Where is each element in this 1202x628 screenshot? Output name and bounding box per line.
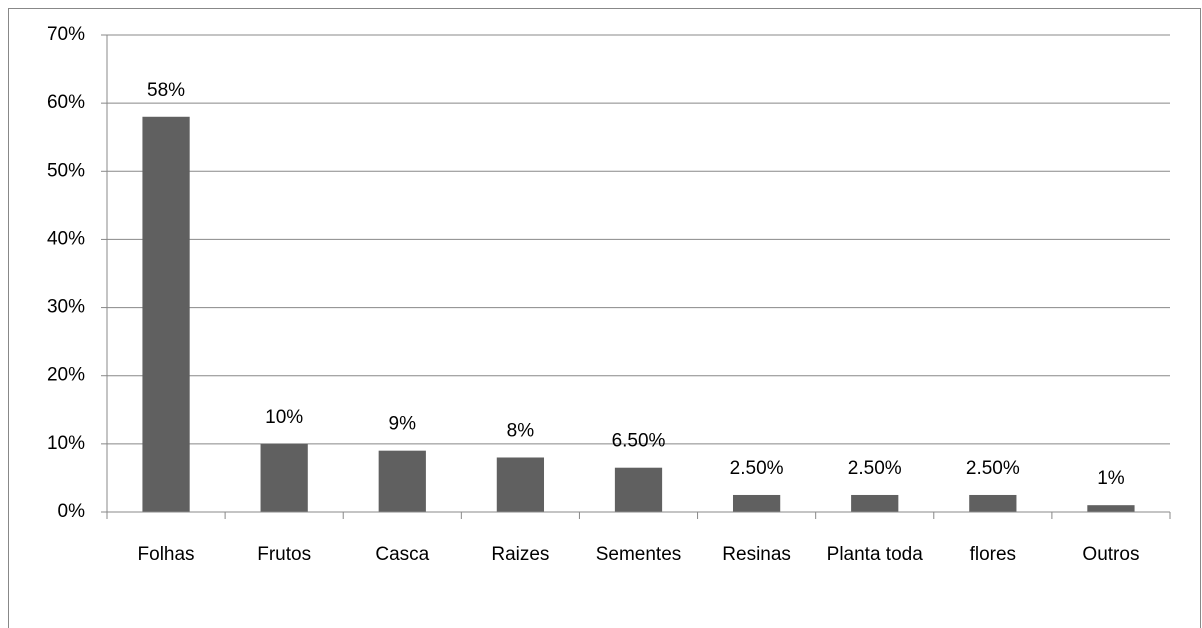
- x-tick-label: Planta toda: [827, 544, 924, 565]
- y-tick-label: 30%: [47, 297, 85, 318]
- data-label: 8%: [507, 421, 535, 442]
- x-tick-label: Casca: [375, 544, 429, 565]
- data-label: 2.50%: [848, 458, 902, 479]
- x-tick-label: Raizes: [491, 544, 549, 565]
- y-tick-label: 20%: [47, 365, 85, 386]
- y-tick-label: 60%: [47, 92, 85, 113]
- y-tick-label: 50%: [47, 160, 85, 181]
- y-tick-label: 70%: [47, 24, 85, 45]
- data-label: 6.50%: [612, 431, 666, 452]
- bar: [732, 494, 781, 512]
- bar: [1087, 505, 1135, 512]
- bar: [260, 443, 308, 512]
- data-label: 9%: [389, 414, 417, 435]
- x-tick-label: Sementes: [596, 544, 682, 565]
- y-tick-label: 40%: [47, 228, 85, 249]
- bar: [614, 467, 663, 512]
- y-tick-label: 10%: [47, 433, 85, 454]
- bar: [496, 457, 545, 512]
- x-tick-label: Frutos: [257, 544, 311, 565]
- data-label: 1%: [1097, 468, 1125, 489]
- bar: [378, 450, 426, 512]
- bar: [851, 494, 899, 512]
- data-label: 10%: [265, 407, 303, 428]
- bar: [142, 116, 190, 513]
- bar: [969, 494, 1017, 512]
- data-label: 58%: [147, 80, 185, 101]
- chart-frame: [8, 8, 1201, 628]
- x-tick-label: Resinas: [722, 544, 791, 565]
- y-tick-label: 0%: [58, 501, 86, 522]
- x-tick-label: Outros: [1082, 544, 1139, 565]
- data-label: 2.50%: [966, 458, 1020, 479]
- x-tick-label: Folhas: [138, 544, 195, 565]
- x-tick-label: flores: [970, 544, 1016, 565]
- data-label: 2.50%: [730, 458, 784, 479]
